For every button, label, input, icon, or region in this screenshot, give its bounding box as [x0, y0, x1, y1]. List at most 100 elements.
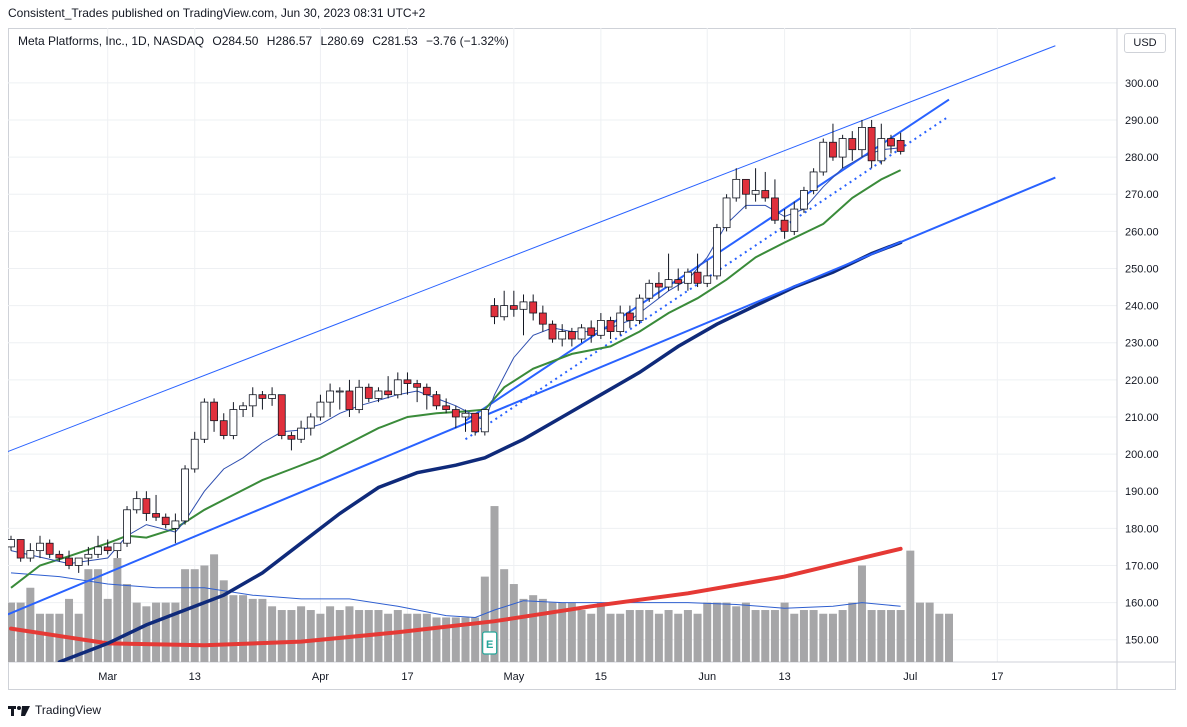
candle-body	[45, 542, 54, 555]
footer-brand-label: TradingView	[35, 703, 102, 717]
x-tick-label: 17	[401, 671, 413, 683]
candle-body	[55, 553, 64, 559]
volume-bar	[577, 610, 586, 662]
candle-body	[867, 127, 876, 162]
candle-body	[297, 427, 306, 440]
x-tick-label: Jun	[698, 671, 716, 683]
volume-bar	[297, 606, 306, 662]
volume-bar	[857, 565, 866, 662]
candle-body	[210, 401, 218, 422]
candle-body	[248, 394, 257, 407]
x-tick-label: Mar	[98, 671, 117, 683]
volume-bar	[732, 606, 741, 662]
candle-body	[171, 520, 180, 529]
volume-bar	[142, 606, 151, 662]
candle-body	[558, 331, 567, 340]
y-tick-label: 200.00	[1125, 449, 1159, 461]
price-chart[interactable]: 150.00 160.00 170.00 180.00 190.00 200.00 210.…	[8, 28, 1176, 690]
candle-body	[384, 390, 393, 396]
volume-bar	[538, 598, 547, 662]
candle-body	[519, 301, 528, 310]
candle-body	[413, 383, 422, 388]
volume-bar	[567, 602, 576, 662]
volume-bar	[210, 554, 219, 662]
volume-bar	[896, 610, 905, 662]
volume-bar	[828, 613, 837, 662]
volume-bar	[751, 610, 760, 662]
volume-bar	[65, 598, 74, 662]
legend-symbol: Meta Platforms, Inc., 1D, NASDAQ	[18, 34, 205, 48]
volume-bar	[906, 550, 915, 662]
volume-bar	[123, 584, 132, 662]
candle-body	[529, 301, 538, 314]
volume-bar	[277, 610, 286, 662]
ema21-line	[10, 169, 902, 589]
trendline-short-trend-dotted	[464, 115, 950, 441]
candle-body	[442, 405, 451, 410]
volume-bar	[944, 613, 953, 662]
volume-bar	[432, 617, 441, 662]
candle-body	[848, 138, 857, 151]
candle-body	[471, 412, 480, 433]
volume-bar	[393, 610, 402, 662]
y-tick-label: 290.00	[1125, 115, 1159, 127]
candle-body	[335, 390, 344, 393]
chart-frame	[8, 28, 1176, 690]
candle-body	[403, 379, 412, 384]
volume-bar	[103, 598, 112, 662]
volume-bar	[200, 565, 209, 662]
sma50-line	[57, 240, 903, 662]
red-moving-average-line	[9, 546, 903, 648]
volume-bar	[886, 610, 895, 662]
volume-bar	[519, 598, 528, 662]
candle-body	[287, 435, 296, 440]
earnings-marker-letter: E	[486, 639, 493, 651]
candle-body	[780, 219, 789, 232]
candle-body	[16, 539, 25, 559]
y-tick-label: 270.00	[1125, 189, 1159, 201]
volume-bar	[132, 602, 141, 662]
candle-body	[181, 468, 189, 522]
volume-bar	[925, 602, 934, 662]
volume-bar	[26, 587, 35, 662]
volume-bar	[248, 598, 257, 662]
volume-bar	[190, 569, 199, 662]
trendline-lower-channel	[8, 176, 1056, 616]
volume-bar	[780, 602, 789, 662]
volume-bar	[548, 602, 557, 662]
volume-bar	[587, 613, 596, 662]
y-tick-label: 150.00	[1125, 635, 1159, 647]
y-tick-label: 260.00	[1125, 226, 1159, 238]
candle-body	[200, 401, 209, 440]
candle-body	[625, 312, 634, 321]
plot-layer	[8, 45, 1056, 662]
volume-ma-line	[10, 572, 901, 619]
volume-bar	[790, 613, 799, 662]
volume-bar	[45, 613, 54, 662]
candle-body	[606, 320, 615, 332]
candle-body	[239, 405, 247, 410]
volume-bar	[770, 610, 779, 662]
volume-bar	[606, 613, 615, 662]
volume-bar	[326, 606, 335, 662]
volume-bar	[16, 602, 25, 662]
candle-body	[355, 386, 364, 410]
volume-bar	[616, 613, 625, 662]
candle-body	[480, 409, 489, 433]
volume-bar	[761, 610, 770, 662]
x-tick-label: 13	[778, 671, 790, 683]
currency-button[interactable]: USD	[1124, 33, 1166, 53]
candle-body	[693, 271, 702, 284]
volume-bar	[181, 569, 190, 662]
volume-bar	[509, 584, 518, 662]
volume-bar	[490, 506, 499, 662]
candle-body	[674, 279, 683, 284]
x-tick-label: Apr	[312, 671, 329, 683]
volume-bar	[935, 613, 944, 662]
volume-bar	[36, 613, 45, 662]
candle-body	[596, 320, 605, 336]
candle-body	[113, 542, 122, 552]
y-tick-label: 210.00	[1125, 412, 1159, 424]
volume-bar	[877, 610, 886, 662]
candle-body	[490, 305, 499, 318]
